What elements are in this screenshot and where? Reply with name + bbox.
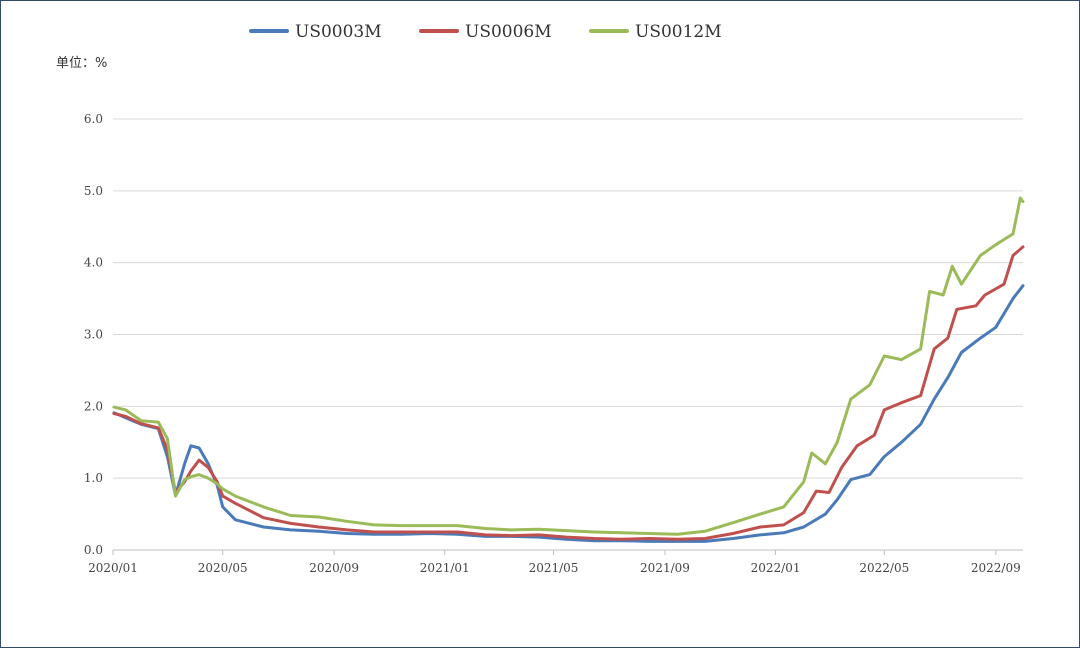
x-tick-label: 2022/01 bbox=[751, 561, 801, 575]
y-tick-label: 4.0 bbox=[84, 256, 103, 270]
x-tick-label: 2021/01 bbox=[420, 561, 470, 575]
y-tick-label: 1.0 bbox=[84, 471, 103, 485]
y-tick-label: 2.0 bbox=[84, 399, 103, 413]
y-tick-label: 6.0 bbox=[84, 112, 103, 126]
legend-label: US0006M bbox=[465, 22, 552, 42]
x-tick-label: 2021/09 bbox=[640, 561, 690, 575]
series-line-us0012m bbox=[112, 196, 1025, 536]
y-tick-label: 3.0 bbox=[84, 328, 103, 342]
y-axis: 0.0 1.0 2.0 3.0 4.0 5.0 6.0 bbox=[84, 112, 103, 557]
y-tick-label: 5.0 bbox=[84, 184, 103, 198]
x-tick-label: 2021/05 bbox=[529, 561, 579, 575]
legend-item-us0003m: US0003M bbox=[249, 22, 382, 42]
unit-label: 单位：% bbox=[56, 56, 107, 71]
series-line-us0003m bbox=[112, 284, 1025, 543]
gridlines bbox=[113, 118, 1023, 479]
x-tick-label: 2020/05 bbox=[198, 561, 248, 575]
series-lines bbox=[112, 196, 1025, 543]
legend: US0003M US0006M US0012M bbox=[249, 22, 722, 42]
x-axis: 2020/01 2020/05 2020/09 2021/01 2021/05 2021/… bbox=[88, 549, 1023, 575]
legend-label: US0003M bbox=[295, 22, 382, 42]
x-tick-label: 2022/09 bbox=[971, 561, 1021, 575]
legend-item-us0006m: US0006M bbox=[419, 22, 552, 42]
series-line-us0006m bbox=[112, 245, 1025, 541]
legend-label: US0012M bbox=[635, 22, 722, 42]
x-tick-label: 2022/05 bbox=[859, 561, 909, 575]
legend-item-us0012m: US0012M bbox=[589, 22, 722, 42]
x-tick-label: 2020/01 bbox=[88, 561, 138, 575]
y-tick-label: 0.0 bbox=[84, 543, 103, 557]
x-tick-label: 2020/09 bbox=[309, 561, 359, 575]
